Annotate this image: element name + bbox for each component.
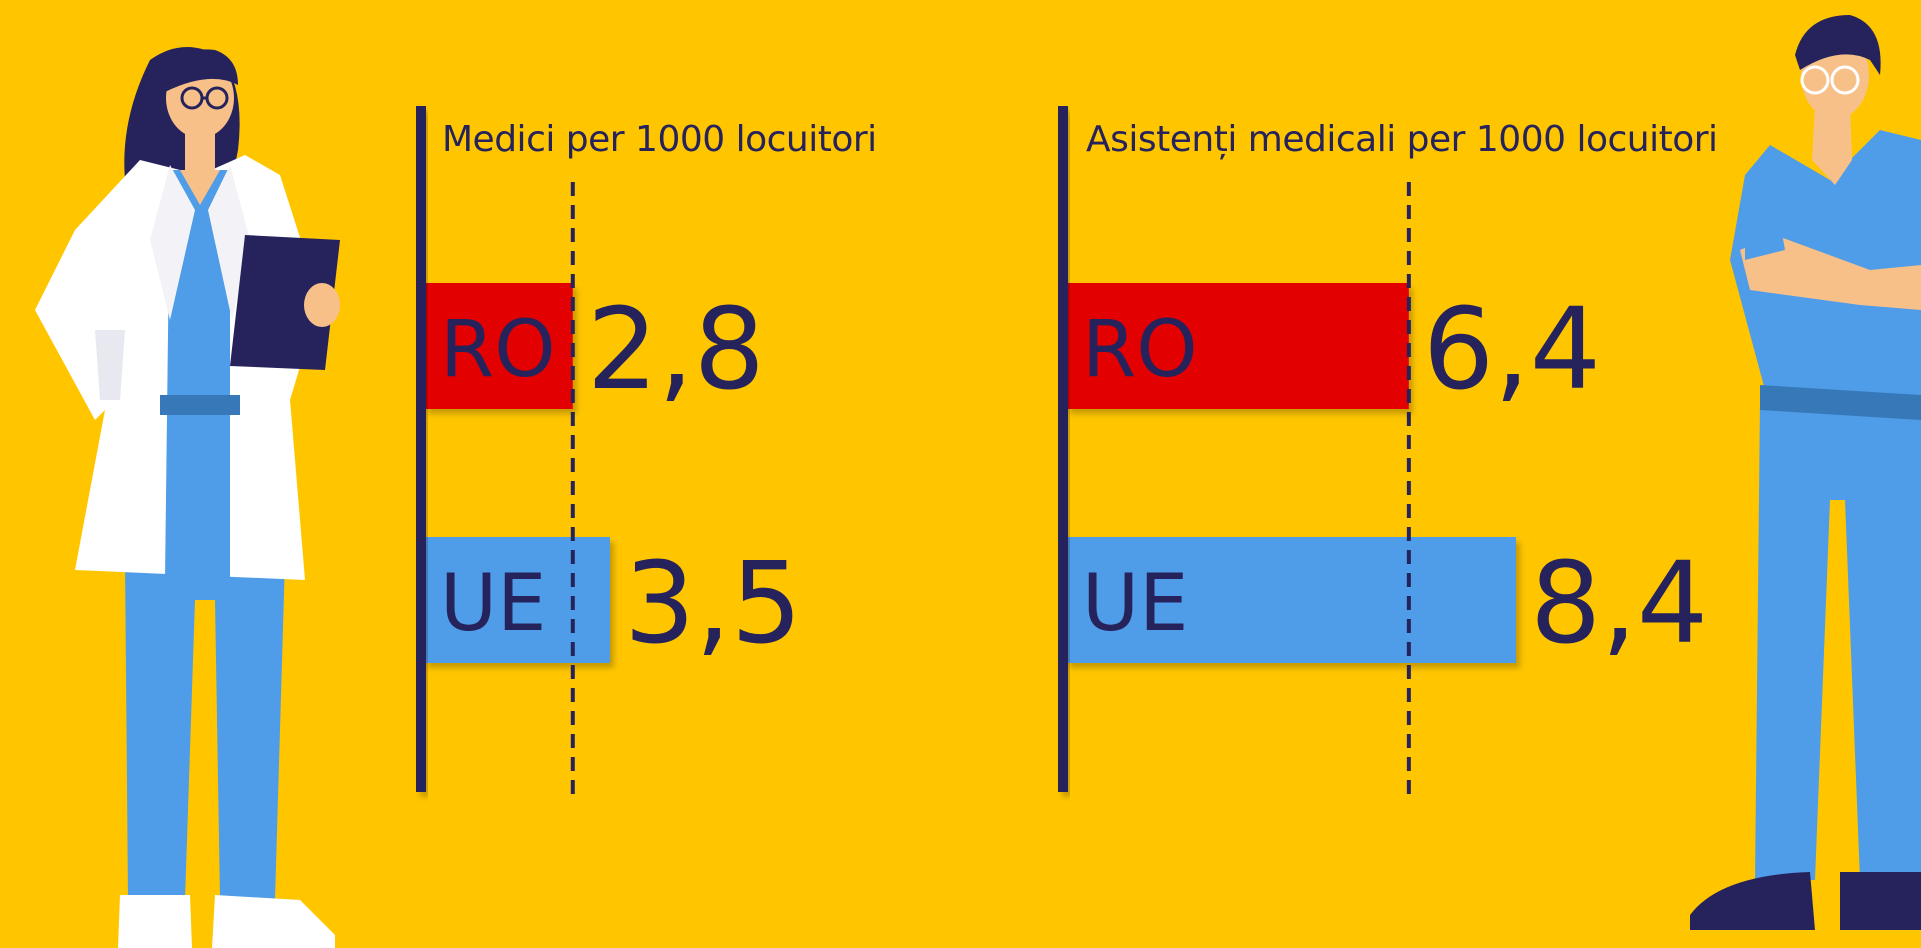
value-label-ue: 3,5 [624, 539, 802, 669]
value-label-ue: 8,4 [1530, 539, 1708, 669]
chart-1: Medici per 1000 locuitori RO 2,8 UE 3,5 [416, 106, 877, 796]
category-label-ro: RO [1082, 305, 1198, 395]
bar-ue [424, 537, 610, 663]
category-label-ue: UE [440, 559, 546, 649]
chart-title: Medici per 1000 locuitori [442, 119, 877, 160]
category-label-ue: UE [1082, 559, 1188, 649]
category-label-ro: RO [440, 305, 556, 395]
chart-title: Asistenți medicali per 1000 locuitori [1086, 119, 1718, 160]
y-axis-line [1058, 106, 1068, 792]
charts-group: Medici per 1000 locuitori RO 2,8 UE 3,5 Asist… [416, 106, 1718, 796]
bar-ro [424, 283, 573, 409]
y-axis-line [416, 106, 426, 792]
chart-2: Asistenți medicali per 1000 locuitori RO 6… [1058, 106, 1718, 796]
bar-ro [1066, 283, 1409, 409]
doctor-illustration [35, 46, 340, 948]
nurse-illustration [1690, 15, 1921, 930]
value-label-ro: 6,4 [1423, 285, 1601, 415]
bar-ue [1066, 537, 1516, 663]
value-label-ro: 2,8 [587, 285, 765, 415]
